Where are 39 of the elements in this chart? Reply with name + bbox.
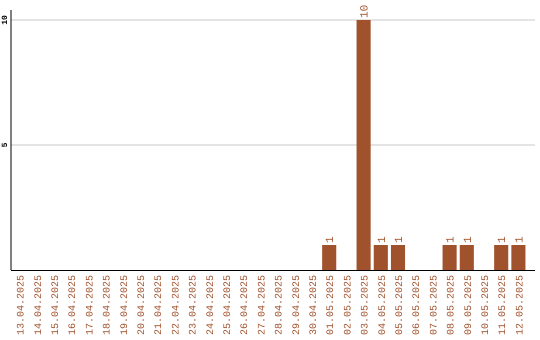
x-tick-label: 08.05.2025: [446, 275, 458, 336]
x-tick-label: 18.04.2025: [102, 275, 114, 336]
data-label: 10: [360, 4, 372, 18]
x-tick-label: 26.04.2025: [240, 275, 252, 336]
x-tick-label: 17.04.2025: [85, 275, 96, 336]
x-tick-label: 27.04.2025: [257, 275, 268, 336]
x-tick-label: 02.05.2025: [343, 275, 354, 336]
x-tick-label: 28.04.2025: [274, 275, 286, 336]
x-tick-label: 05.05.2025: [395, 275, 406, 336]
x-tick-label: 25.04.2025: [223, 275, 234, 336]
x-tick-label: 29.04.2025: [292, 275, 303, 336]
data-label: 1: [446, 236, 458, 243]
data-label: 1: [514, 236, 526, 243]
x-tick-label: 13.04.2025: [16, 275, 28, 336]
x-tick-label: 24.04.2025: [206, 275, 217, 336]
data-label: 1: [497, 236, 510, 243]
x-tick-label: 22.04.2025: [171, 275, 182, 336]
x-tick-label: 16.04.2025: [68, 275, 80, 336]
x-tick-label: 04.05.2025: [378, 275, 389, 336]
data-label: 1: [394, 236, 406, 243]
x-tick-label: 15.04.2025: [51, 275, 62, 336]
data-label: 1: [325, 236, 338, 243]
x-tick-label: 10.05.2025: [481, 275, 492, 336]
x-tick-label: 19.04.2025: [120, 275, 131, 336]
data-label: 1: [462, 236, 475, 243]
x-tick-label: 14.04.2025: [34, 275, 45, 336]
x-tick-label: 11.05.2025: [498, 275, 510, 336]
x-tick-label: 09.05.2025: [464, 275, 475, 336]
data-label: 1: [376, 236, 389, 243]
x-tick-label: 03.05.2025: [360, 275, 372, 336]
x-tick-label: 20.04.2025: [137, 275, 148, 336]
x-tick-label: 30.04.2025: [309, 275, 320, 336]
y-tick-label: 5: [1, 142, 10, 148]
x-tick-label: 07.05.2025: [429, 275, 440, 336]
x-tick-label: 01.05.2025: [326, 275, 338, 336]
x-tick-label: 06.05.2025: [412, 275, 424, 336]
x-tick-label: 21.04.2025: [154, 275, 166, 336]
x-tick-label: 12.05.2025: [515, 275, 526, 336]
x-tick-label: 23.04.2025: [188, 275, 200, 336]
